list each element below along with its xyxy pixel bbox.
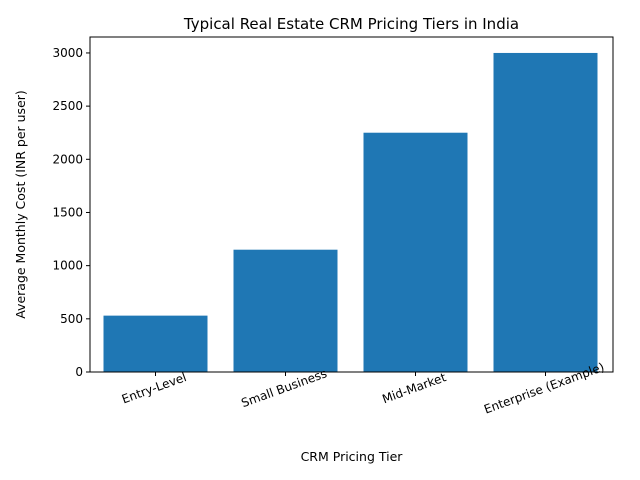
bar-small-business [233, 249, 338, 372]
y-tick-label: 1000 [52, 259, 83, 273]
y-tick-label: 500 [60, 312, 83, 326]
y-tick-label: 3000 [52, 46, 83, 60]
x-axis-label: CRM Pricing Tier [301, 449, 404, 464]
bar-enterprise-example [493, 52, 598, 372]
y-axis-ticks: 0 500 1000 1500 2000 2500 3000 [52, 46, 90, 379]
y-tick-label: 2000 [52, 152, 83, 166]
y-tick-label: 0 [75, 365, 83, 379]
bar-mid-market [363, 132, 468, 372]
x-tick-label: Small Business [239, 366, 328, 410]
x-tick-label: Mid-Market [380, 370, 448, 406]
chart-title: Typical Real Estate CRM Pricing Tiers in… [183, 15, 519, 33]
y-axis-label: Average Monthly Cost (INR per user) [13, 90, 28, 319]
bar-entry-level [103, 315, 208, 372]
y-tick-label: 2500 [52, 99, 83, 113]
y-tick-label: 1500 [52, 205, 83, 219]
x-tick-label: Entry-Level [120, 370, 188, 406]
bars-layer [103, 52, 598, 372]
plot-frame [89, 36, 614, 373]
